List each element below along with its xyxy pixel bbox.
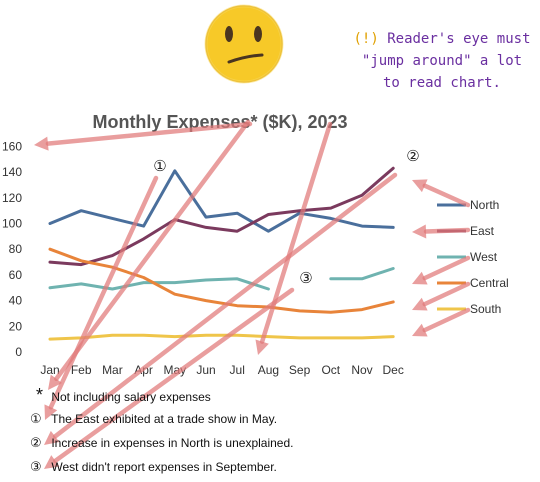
arrow-shaft	[45, 121, 253, 146]
x-tick-label: Nov	[351, 363, 372, 377]
y-tick-label: 0	[15, 345, 22, 359]
arrow-head	[44, 455, 60, 469]
y-tick-label: 80	[9, 242, 23, 256]
footnote-symbol: ②	[30, 435, 42, 450]
x-tick-label: Mar	[102, 363, 123, 377]
arrow-head	[412, 271, 428, 285]
y-tick-label: 160	[2, 139, 22, 153]
x-tick-label: Sep	[289, 363, 311, 377]
callout-line-1: Reader's eye must	[387, 31, 531, 47]
footnote-symbol: ①	[30, 411, 42, 426]
arrow-shaft	[54, 119, 251, 382]
series-lines	[48, 166, 395, 341]
arrow-shaft	[423, 227, 471, 234]
x-tick-label: May	[163, 363, 186, 377]
series-line-west	[48, 267, 395, 291]
arrow-head	[34, 136, 49, 151]
x-tick-label: Aug	[258, 363, 279, 377]
y-tick-label: 40	[9, 294, 23, 308]
series-line-north	[48, 169, 395, 233]
series-line-central	[48, 247, 395, 314]
arrow-head	[44, 430, 60, 445]
series-line-east	[48, 166, 395, 267]
chart-title: Monthly Expenses* ($K), 2023	[92, 112, 347, 132]
y-tick-label: 60	[9, 268, 23, 282]
callout-text: (!) Reader's eye must "jump around" a lo…	[352, 28, 532, 94]
eye-movement-arrows	[34, 119, 471, 469]
legend-label: Central	[470, 276, 509, 290]
callout-line-2: "jump around" a lot	[361, 53, 523, 69]
series-line-south	[48, 333, 395, 341]
footnote-symbol: *	[36, 385, 44, 405]
footnote-text: Not including salary expenses	[51, 390, 211, 404]
legend-label: West	[470, 250, 498, 264]
y-axis: 0 20 40 60 80 100 120 140 160	[2, 139, 22, 359]
y-tick-label: 140	[2, 165, 22, 179]
legend-label: South	[470, 302, 501, 316]
arrow-shaft	[422, 281, 471, 307]
footnote-text: The East exhibited at a trade show in Ma…	[51, 412, 278, 426]
arrow-head	[48, 374, 62, 390]
x-tick-label: Jan	[40, 363, 59, 377]
x-tick-label: Oct	[321, 363, 340, 377]
legend-label: East	[470, 224, 495, 238]
footnote-3: ③ West didn't report expenses in Septemb…	[30, 458, 294, 482]
y-tick-label: 20	[9, 319, 23, 333]
footnote-star: * Not including salary expenses	[30, 386, 294, 410]
x-tick-label: Jun	[196, 363, 215, 377]
x-tick-label: Jul	[230, 363, 245, 377]
arrow-shaft	[259, 121, 333, 344]
footnote-1: ① The East exhibited at a trade show in …	[30, 410, 294, 434]
footnote-symbol: ③	[30, 459, 42, 474]
x-axis: JanFebMarAprMayJunJulAugSepOctNovDec	[40, 363, 404, 377]
arrow-head	[412, 179, 428, 193]
arrow-head	[44, 404, 58, 420]
annotation-marker-1: ①	[153, 157, 166, 175]
arrow-head	[412, 224, 427, 239]
arrow-shaft	[422, 255, 471, 281]
annotation-marker-2: ②	[406, 147, 419, 165]
footnote-text: West didn't report expenses in September…	[51, 460, 277, 474]
arrow-shaft	[422, 183, 471, 208]
arrow-shaft	[52, 172, 398, 439]
arrow-head	[412, 297, 428, 311]
x-tick-label: Dec	[383, 363, 404, 377]
y-tick-label: 100	[2, 217, 22, 231]
callout-line-3: to read chart.	[382, 75, 501, 91]
confused-face-icon	[204, 4, 284, 84]
footnote-2: ② Increase in expenses in North is unexp…	[30, 434, 294, 458]
y-tick-label: 120	[2, 191, 22, 205]
arrow-shaft	[48, 175, 159, 410]
x-tick-label: Feb	[71, 363, 92, 377]
legend-label: North	[470, 198, 499, 212]
arrow-head	[255, 339, 269, 355]
exclamation-mark: (!)	[353, 31, 379, 47]
footnote-text: Increase in expenses in North is unexpla…	[51, 436, 294, 450]
legend: North East West Central South	[437, 198, 509, 316]
arrow-shaft	[53, 287, 295, 464]
footnotes: * Not including salary expenses ① The Ea…	[30, 386, 294, 482]
annotation-markers: ① ② ③	[153, 147, 419, 287]
arrow-shaft	[422, 307, 471, 333]
annotation-marker-3: ③	[299, 269, 312, 287]
arrow-head	[412, 323, 428, 337]
